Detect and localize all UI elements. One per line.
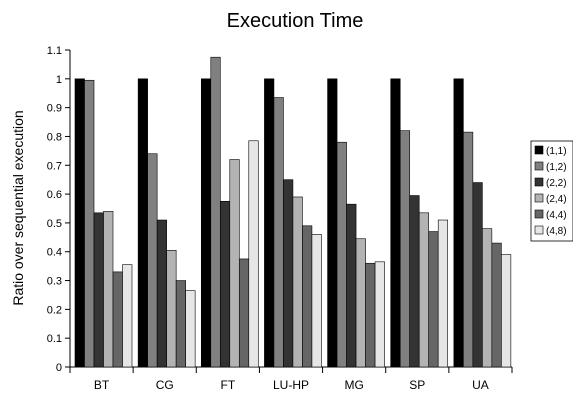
bar-lu-hp-5 [311, 234, 322, 368]
y-axis-label: Ratio over sequential execution [10, 110, 26, 305]
y-tick-label: 0 [56, 362, 62, 374]
y-tick-label: 0.2 [47, 304, 62, 316]
bar-sp-3 [418, 212, 430, 368]
bar-bt-3 [103, 211, 114, 368]
bar-ua-4 [491, 242, 502, 368]
legend-label: (2,2) [546, 178, 567, 189]
bar-cg-5 [185, 290, 196, 368]
bar-lu-hp-2 [283, 179, 294, 368]
legend-label: (2,4) [546, 194, 567, 205]
bar-mg-3 [355, 238, 366, 368]
legend-swatch [534, 145, 544, 155]
legend-swatch [534, 161, 544, 171]
y-tick-label: 0.4 [47, 247, 62, 259]
y-tick-label: 0.3 [47, 276, 62, 288]
legend-label: (4,8) [546, 226, 567, 237]
bar-sp-0 [390, 78, 401, 368]
bar-mg-0 [327, 78, 338, 368]
plot-area: 0 0.1 0.2 0.3 0.4 0.5 0.6 0.7 0.8 0.9 1 1.1 BT CG FT LU… [47, 45, 513, 392]
bar-ft-0 [200, 78, 212, 368]
x-tick-label: FT [221, 378, 236, 392]
y-tick-label: 1.1 [47, 45, 62, 57]
bar-ft-1 [210, 56, 221, 368]
y-tick-label: 0.1 [47, 333, 62, 345]
legend: (1,1) (1,2) (2,2) (2,4) (4,4) (4,8) [530, 140, 573, 242]
bar-sp-1 [399, 130, 411, 368]
chart-title: Execution Time [227, 10, 364, 32]
bar-lu-hp-3 [292, 196, 303, 368]
bar-ft-2 [219, 200, 231, 368]
bar-ua-1 [463, 131, 474, 368]
bar-mg-4 [365, 262, 376, 368]
legend-swatch [534, 193, 544, 203]
bar-mg-5 [374, 261, 385, 368]
legend-swatch [534, 225, 544, 235]
bar-cg-1 [147, 153, 158, 368]
bar-sp-4 [428, 231, 439, 368]
bar-bt-2 [93, 212, 104, 368]
x-tick-label: UA [472, 378, 489, 392]
bar-ft-5 [248, 140, 259, 368]
bar-cg-4 [175, 280, 186, 368]
bar-ua-5 [501, 254, 512, 368]
legend-swatch [534, 209, 544, 219]
legend-box [530, 140, 573, 242]
x-tick-label: MG [344, 378, 363, 392]
bar-cg-2 [156, 219, 167, 368]
bar-mg-1 [336, 141, 347, 368]
bar-bt-4 [112, 271, 123, 368]
y-tick-label: 1 [56, 74, 62, 86]
bar-bt-5 [122, 264, 133, 368]
bar-lu-hp-4 [302, 225, 313, 368]
bar-cg-3 [166, 249, 177, 368]
bar-ft-3 [229, 159, 240, 368]
y-tick-label: 0.9 [47, 103, 62, 115]
y-tick-label: 0.6 [47, 189, 62, 201]
x-tick-label: BT [94, 378, 110, 392]
bar-bt-1 [84, 79, 95, 368]
bar-sp-5 [437, 219, 449, 368]
bar-lu-hp-0 [264, 78, 275, 368]
bar-ft-4 [238, 258, 250, 368]
legend-label: (4,4) [546, 210, 567, 221]
bar-mg-2 [346, 203, 357, 368]
y-tick-label: 0.5 [47, 218, 62, 230]
bar-ua-3 [482, 228, 493, 368]
y-tick-label: 0.8 [47, 131, 62, 143]
bar-ua-0 [453, 78, 464, 368]
y-tick-label: 0.7 [47, 160, 62, 172]
legend-swatch [534, 177, 544, 187]
bar-bt-0 [74, 78, 85, 368]
bar-cg-0 [137, 78, 148, 368]
x-tick-label: CG [156, 378, 174, 392]
legend-label: (1,2) [546, 162, 567, 173]
bar-ua-2 [472, 182, 483, 368]
x-tick-label: LU-HP [273, 378, 309, 392]
x-tick-label: SP [409, 378, 425, 392]
bar-lu-hp-1 [273, 97, 284, 368]
bar-sp-2 [409, 195, 420, 368]
legend-label: (1,1) [546, 146, 567, 157]
